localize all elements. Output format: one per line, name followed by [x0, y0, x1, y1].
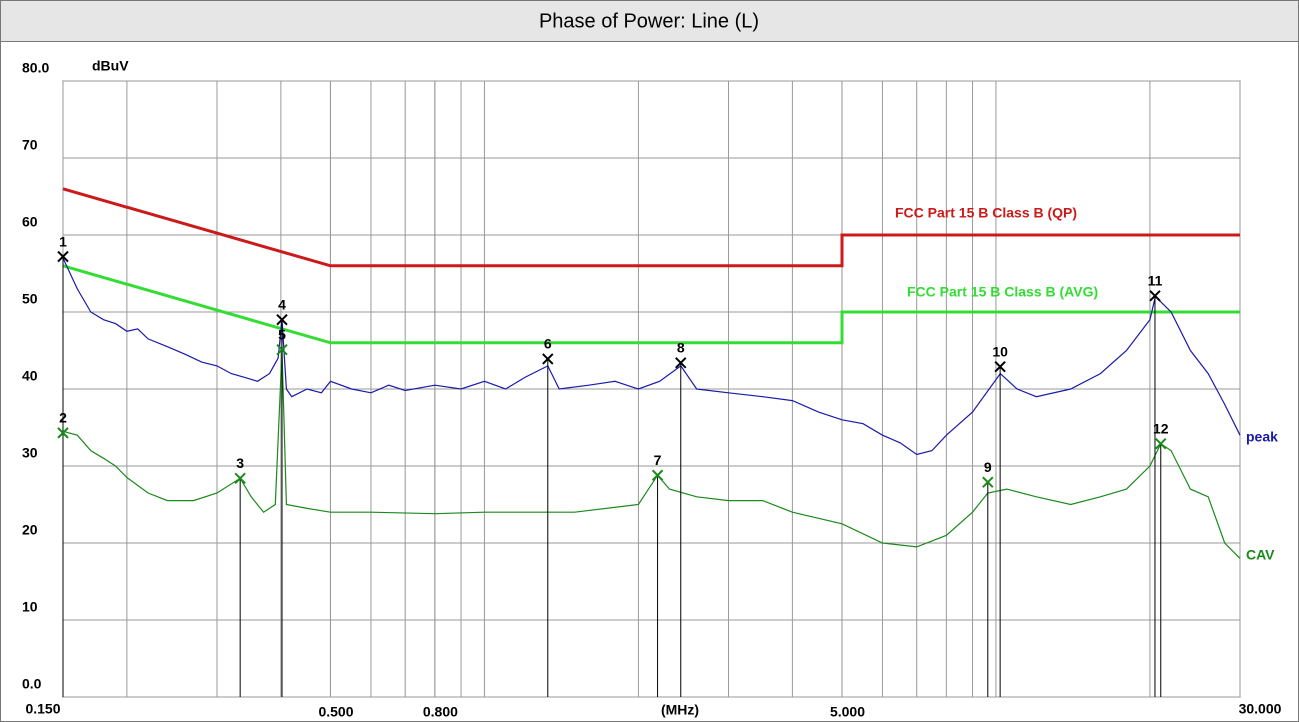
x-tick-label: 0.500	[318, 704, 353, 720]
marker-label: 4	[278, 296, 286, 312]
x-tick-label: 5.000	[830, 704, 865, 720]
y-tick-label: 10	[22, 599, 38, 615]
x-tick-label: 0.150	[25, 701, 60, 717]
y-tick-label: 80.0	[22, 60, 49, 76]
marker	[57, 427, 69, 439]
chart-title: Phase of Power: Line (L)	[539, 10, 759, 32]
marker	[1155, 437, 1167, 450]
marker-label: 10	[992, 343, 1008, 359]
series-line	[62, 187, 1240, 268]
x-tick-label: 30.000	[1239, 701, 1282, 717]
y-tick-label: 20	[22, 522, 38, 538]
x-axis-label: (MHz)	[661, 702, 699, 718]
marker-label: 5	[278, 326, 286, 342]
marker	[57, 250, 69, 263]
marker	[234, 472, 246, 485]
marker-label: 7	[654, 452, 662, 468]
header	[0, 0, 1299, 42]
marker	[276, 313, 288, 326]
marker-label: 12	[1153, 420, 1169, 436]
y-tick-label: 40	[22, 368, 38, 384]
series-line	[62, 264, 1240, 345]
marker	[542, 353, 554, 365]
marker	[982, 476, 994, 488]
marker-label: 6	[544, 336, 552, 352]
y-tick-label: 0.0	[22, 676, 42, 692]
y-tick-label: 70	[22, 137, 38, 153]
y-tick-label: 30	[22, 445, 38, 461]
y-tick-label: 60	[22, 214, 38, 230]
marker-label: 1	[59, 233, 67, 249]
marker	[651, 469, 664, 481]
series-label: CAV	[1246, 547, 1275, 563]
series-label: FCC Part 15 B Class B (QP)	[895, 205, 1077, 221]
marker	[994, 360, 1006, 373]
marker-label: 9	[984, 459, 992, 475]
marker-label: 11	[1148, 273, 1163, 289]
series-label: FCC Part 15 B Class B (AVG)	[907, 284, 1098, 300]
x-tick-label: 0.800	[423, 704, 458, 720]
marker	[1149, 290, 1161, 302]
marker-label: 8	[677, 340, 685, 356]
y-axis-label: dBuV	[92, 58, 129, 74]
y-tick-label: 50	[22, 291, 38, 307]
marker-label: 3	[236, 455, 244, 471]
series-label: peak	[1246, 429, 1278, 445]
marker	[675, 357, 687, 369]
marker	[276, 344, 288, 356]
marker-label: 2	[59, 410, 67, 426]
